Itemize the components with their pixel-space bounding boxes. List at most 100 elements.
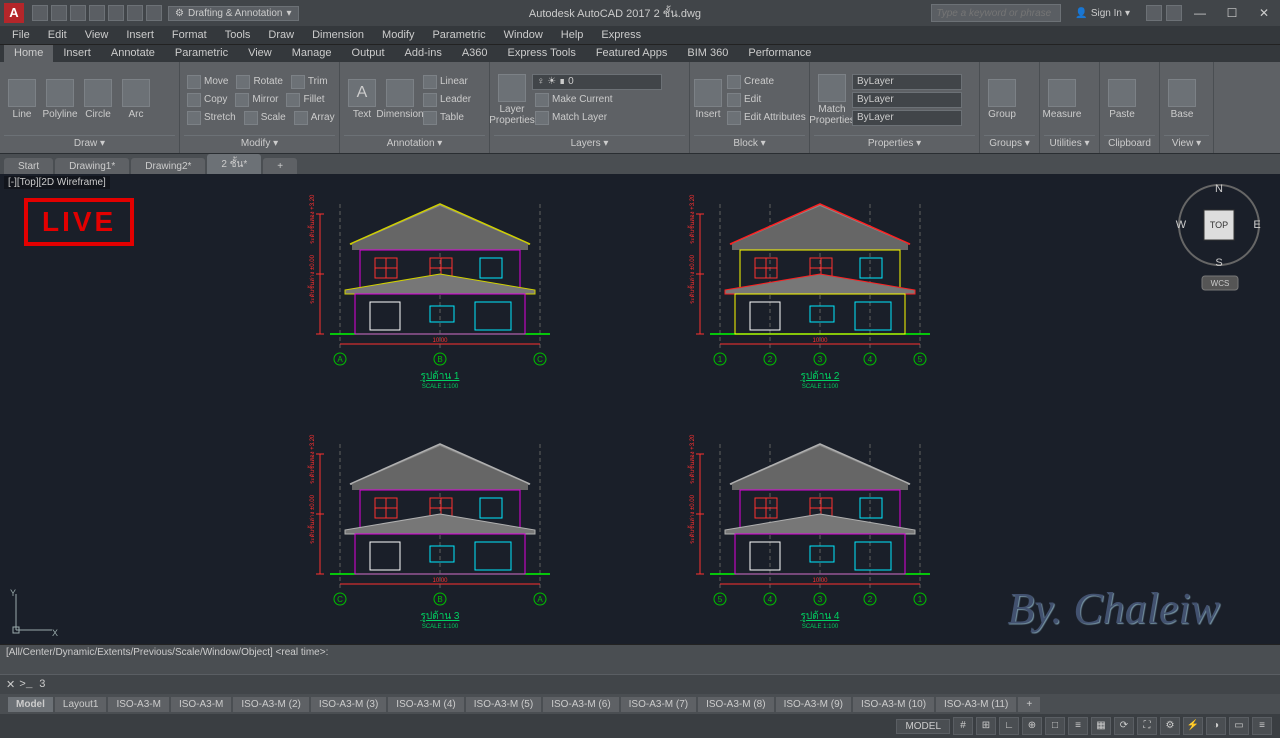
edit-attributes-button[interactable]: Edit Attributes: [724, 110, 809, 126]
qat-undo-icon[interactable]: [127, 5, 143, 21]
color-combo[interactable]: ByLayer: [852, 74, 962, 90]
layout-tab[interactable]: ISO-A3-M (3): [311, 697, 386, 712]
edit-button[interactable]: Edit: [724, 92, 809, 108]
layout-tab[interactable]: ISO-A3-M (8): [698, 697, 773, 712]
app-logo[interactable]: A: [4, 3, 24, 23]
menu-view[interactable]: View: [77, 28, 117, 42]
layout-tab[interactable]: ISO-A3-M (10): [853, 697, 934, 712]
ribbon-tab-annotate[interactable]: Annotate: [101, 45, 165, 62]
ribbon-tab-express-tools[interactable]: Express Tools: [498, 45, 586, 62]
new-doc-tab[interactable]: +: [263, 158, 297, 174]
layout-tab[interactable]: ISO-A3-M (11): [936, 697, 1016, 712]
ribbon-tab-performance[interactable]: Performance: [738, 45, 821, 62]
move-button[interactable]: Move: [184, 74, 231, 90]
menu-edit[interactable]: Edit: [40, 28, 75, 42]
copy-button[interactable]: Copy: [184, 92, 230, 108]
scale-button[interactable]: Scale: [241, 110, 289, 126]
leader-button[interactable]: Leader: [420, 92, 474, 108]
ribbon-tab-featured-apps[interactable]: Featured Apps: [586, 45, 678, 62]
ribbon-tab-manage[interactable]: Manage: [282, 45, 342, 62]
menu-dimension[interactable]: Dimension: [304, 28, 372, 42]
layout-tab[interactable]: ISO-A3-M (4): [388, 697, 463, 712]
layout-tab[interactable]: ISO-A3-M (2): [233, 697, 308, 712]
panel-annot-label[interactable]: Annotation ▾: [344, 135, 485, 151]
model-space-button[interactable]: MODEL: [896, 719, 950, 734]
doc-tab[interactable]: Drawing1*: [55, 158, 129, 174]
ribbon-tab-parametric[interactable]: Parametric: [165, 45, 238, 62]
command-line[interactable]: ✕: [0, 674, 1280, 694]
panel-modify-label[interactable]: Modify ▾: [184, 135, 335, 151]
panel-block-label[interactable]: Block ▾: [694, 135, 805, 151]
exchange-icon[interactable]: [1146, 5, 1162, 21]
layout-tab[interactable]: ISO-A3-M (9): [776, 697, 851, 712]
qat-save-icon[interactable]: [70, 5, 86, 21]
qat-saveas-icon[interactable]: [89, 5, 105, 21]
panel-view-label[interactable]: View ▾: [1164, 135, 1209, 151]
menu-file[interactable]: File: [4, 28, 38, 42]
doc-tab[interactable]: Drawing2*: [131, 158, 205, 174]
doc-tab[interactable]: Start: [4, 158, 53, 174]
layer-properties-button[interactable]: Layer Properties: [494, 74, 530, 126]
make-current-button[interactable]: Make Current: [532, 92, 662, 108]
ribbon-tab-view[interactable]: View: [238, 45, 282, 62]
stretch-button[interactable]: Stretch: [184, 110, 239, 126]
panel-draw-label[interactable]: Draw ▾: [4, 135, 175, 151]
help-icon[interactable]: [1166, 5, 1182, 21]
menu-insert[interactable]: Insert: [118, 28, 162, 42]
menu-express[interactable]: Express: [593, 28, 649, 42]
ribbon-tab-home[interactable]: Home: [4, 45, 53, 62]
circle-button[interactable]: Circle: [80, 79, 116, 120]
linear-button[interactable]: Linear: [420, 74, 474, 90]
table-button[interactable]: Table: [420, 110, 474, 126]
lineweight-combo[interactable]: ByLayer: [852, 92, 962, 108]
create-button[interactable]: Create: [724, 74, 809, 90]
panel-groups-label[interactable]: Groups ▾: [984, 135, 1035, 151]
qat-open-icon[interactable]: [51, 5, 67, 21]
layout-tab[interactable]: +: [1018, 697, 1040, 712]
signin-button[interactable]: 👤 Sign In ▾: [1069, 6, 1136, 21]
paste-button[interactable]: Paste: [1104, 79, 1140, 120]
layout-tab[interactable]: ISO-A3-M (6): [543, 697, 618, 712]
text-button[interactable]: AText: [344, 79, 380, 120]
menu-window[interactable]: Window: [496, 28, 551, 42]
match-layer-button[interactable]: Match Layer: [532, 110, 662, 126]
group-button[interactable]: Group: [984, 79, 1020, 120]
menu-help[interactable]: Help: [553, 28, 592, 42]
close-cmd-icon[interactable]: ✕: [6, 678, 15, 691]
search-input[interactable]: [931, 4, 1061, 22]
mirror-button[interactable]: Mirror: [232, 92, 281, 108]
doc-tab[interactable]: 2 ชั้น*: [207, 154, 261, 174]
workspace-selector[interactable]: ⚙ Drafting & Annotation ▾: [168, 6, 299, 21]
layout-tab[interactable]: ISO-A3-M: [171, 697, 231, 712]
base-view-button[interactable]: Base: [1164, 79, 1200, 120]
qat-plot-icon[interactable]: [108, 5, 124, 21]
ribbon-tab-bim-360[interactable]: BIM 360: [677, 45, 738, 62]
ribbon-tab-a360[interactable]: A360: [452, 45, 498, 62]
insert-block-button[interactable]: Insert: [694, 79, 722, 120]
array-button[interactable]: Array: [291, 110, 338, 126]
qat-redo-icon[interactable]: [146, 5, 162, 21]
rotate-button[interactable]: Rotate: [233, 74, 285, 90]
menu-modify[interactable]: Modify: [374, 28, 422, 42]
ucs-icon[interactable]: YX: [8, 588, 58, 638]
viewport-label[interactable]: [-][Top][2D Wireframe]: [4, 176, 110, 189]
minimize-button[interactable]: —: [1184, 3, 1216, 23]
linetype-combo[interactable]: ByLayer: [852, 110, 962, 126]
trim-button[interactable]: Trim: [288, 74, 331, 90]
dimension-button[interactable]: Dimension: [382, 79, 418, 120]
ribbon-tab-output[interactable]: Output: [342, 45, 395, 62]
menu-parametric[interactable]: Parametric: [424, 28, 493, 42]
polyline-button[interactable]: Polyline: [42, 79, 78, 120]
menu-tools[interactable]: Tools: [217, 28, 259, 42]
match-properties-button[interactable]: Match Properties: [814, 74, 850, 126]
layout-tab[interactable]: Model: [8, 697, 53, 712]
ribbon-tab-insert[interactable]: Insert: [53, 45, 101, 62]
menu-format[interactable]: Format: [164, 28, 215, 42]
line-button[interactable]: Line: [4, 79, 40, 120]
panel-util-label[interactable]: Utilities ▾: [1044, 135, 1095, 151]
close-button[interactable]: ✕: [1248, 3, 1280, 23]
measure-button[interactable]: Measure: [1044, 79, 1080, 120]
layer-combo[interactable]: ♀ ☀ ∎ 0: [532, 74, 662, 90]
drawing-canvas[interactable]: [-][Top][2D Wireframe] LIVE YX TOP N S E…: [0, 174, 1280, 644]
view-cube[interactable]: TOP N S E W WCS: [1174, 180, 1264, 300]
